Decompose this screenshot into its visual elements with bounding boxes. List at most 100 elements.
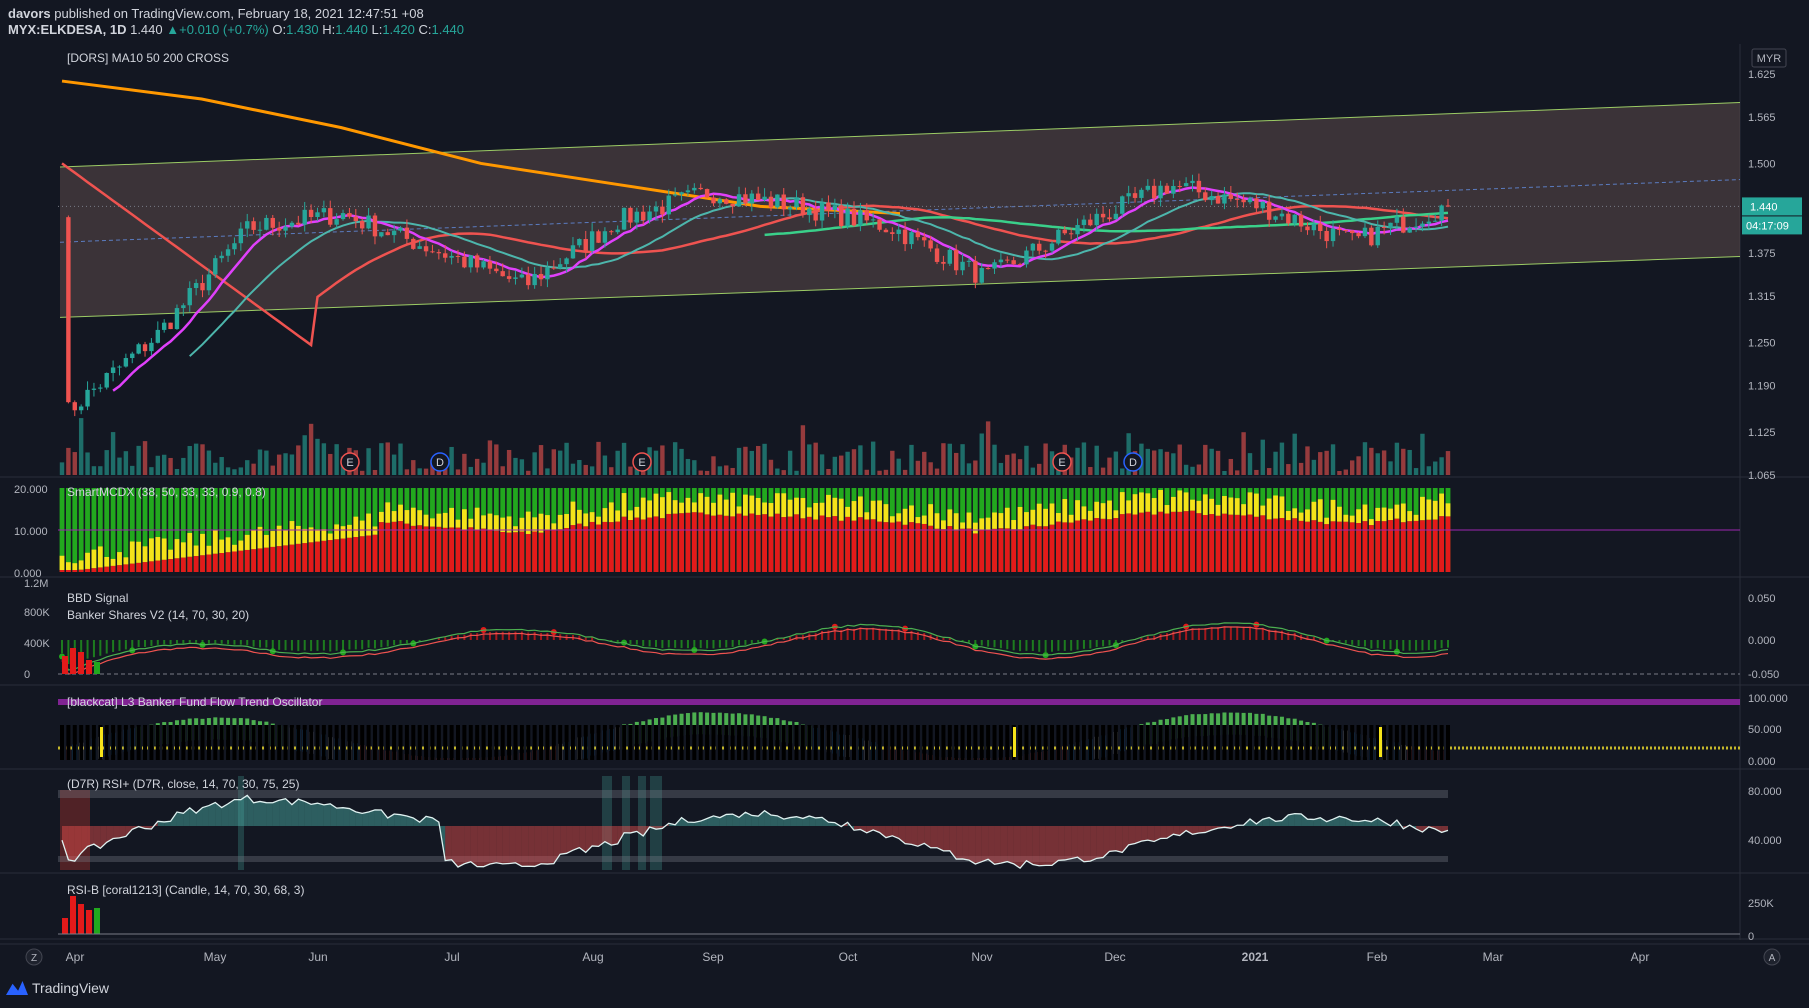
mcdx-yellow-bar [615,510,621,522]
event-marker [1052,452,1072,472]
candle-body [174,308,180,330]
bbd-bar [508,631,511,640]
candle-body [883,229,889,233]
pane-title: RSI-B [coral1213] (Candle, 14, 70, 30, 6… [67,883,304,897]
mcdx-red-bar [1030,524,1036,572]
bbd-bar [1344,640,1347,644]
bbd-bar [1370,640,1373,649]
oscillator-axis-tick: 0.000 [1748,756,1776,768]
volume-bar [168,457,173,475]
mcdx-red-bar [1330,521,1336,572]
candle-body [749,193,755,204]
volume-bar [1024,445,1029,475]
rsi-area [106,826,114,843]
rsi-area [1045,826,1052,866]
candle-body [583,238,588,251]
candle-body [1401,216,1406,233]
bbd-bar [750,640,753,644]
volume-bar [915,460,921,475]
mcdx-red-bar [1139,512,1144,572]
rsi-area [1173,826,1180,836]
mcdx-yellow-bar [1075,500,1080,521]
rsi-area [368,809,375,826]
mcdx-yellow-bar [647,500,653,518]
mcdx-red-bar [998,528,1004,572]
mcdx-yellow-bar [193,545,199,557]
candle-body [462,256,467,268]
mcdx-red-bar [576,523,582,572]
rsi-area [796,816,803,826]
rsi-area [279,798,286,826]
bbd-bar [290,640,293,651]
mcdx-yellow-bar [921,515,927,524]
rsib-axis-tick: 250K [1748,898,1774,910]
mcdx-yellow-bar [551,523,557,531]
rsi-area [892,826,899,839]
volume-bar [698,470,703,475]
bbd-bar [1319,638,1322,640]
rsi-axis-tick: 40.000 [1748,835,1782,847]
currency-badge [1751,48,1787,68]
candle-body [1171,185,1176,194]
candle-body [506,276,512,279]
candle-body [762,196,767,200]
rsi-area [687,822,695,826]
mcdx-yellow-bar [1368,519,1374,526]
candle-body [264,217,269,230]
rsi-shade [638,776,646,870]
candle-body [730,203,735,207]
rsi-area [598,826,605,847]
candle-body [487,261,493,269]
candle-body [296,222,301,225]
mcdx-red-bar [417,525,423,572]
symbol-label[interactable]: MYX:ELKDESA, 1D [8,22,127,37]
mcdx-yellow-bar [1324,517,1330,525]
mcdx-red-bar [398,521,403,572]
bbd-bar [527,632,530,640]
volume-bar [1235,470,1240,475]
bbd-bar [808,633,811,640]
candle-body [270,217,275,228]
candle-body [819,202,825,221]
volume-bar [685,458,691,475]
time-axis-tick: Dec [1104,950,1125,964]
volume-bar [506,449,512,475]
volume-bar [557,450,563,475]
volume-bar [564,442,569,475]
volume-bar [858,445,863,475]
auto-scale-button[interactable] [1763,948,1781,966]
mcdx-red-bar [142,562,148,572]
candle-body [1094,213,1099,226]
volume-bar [1196,464,1202,475]
author[interactable]: davors [8,6,51,21]
candle-body [826,202,831,210]
mcdx-yellow-bar [212,530,218,554]
mcdx-red-bar [117,565,122,572]
mcdx-yellow-bar [1362,504,1368,522]
mcdx-yellow-bar [1170,496,1176,512]
tradingview-logo[interactable]: TradingView [6,980,109,996]
mcdx-red-bar [960,528,965,572]
oscillator-yellow-marker [1013,727,1016,757]
mcdx-red-bar [315,541,320,572]
zoom-z-button[interactable] [25,948,43,966]
mcdx-yellow-bar [72,563,78,570]
rsi-area [1179,826,1187,836]
mcdx-red-bar [1004,528,1010,572]
mcdx-red-bar [110,565,116,572]
mcdx-red-bar [1183,511,1189,572]
price-change: +0.010 (+0.7%) [179,22,269,37]
candle-body [1049,243,1055,251]
rsi-area [860,826,867,833]
ma200-line [61,79,901,216]
bbd-bar [1165,633,1168,640]
bbd-bar [144,640,147,647]
volume-bar [724,465,729,475]
mcdx-red-bar [187,556,193,572]
rsi-area [758,810,765,826]
rsi-area [770,815,778,826]
candle-body [953,249,959,271]
publish-info: published on TradingView.com, February 1… [54,6,424,21]
candle-body [839,205,844,227]
